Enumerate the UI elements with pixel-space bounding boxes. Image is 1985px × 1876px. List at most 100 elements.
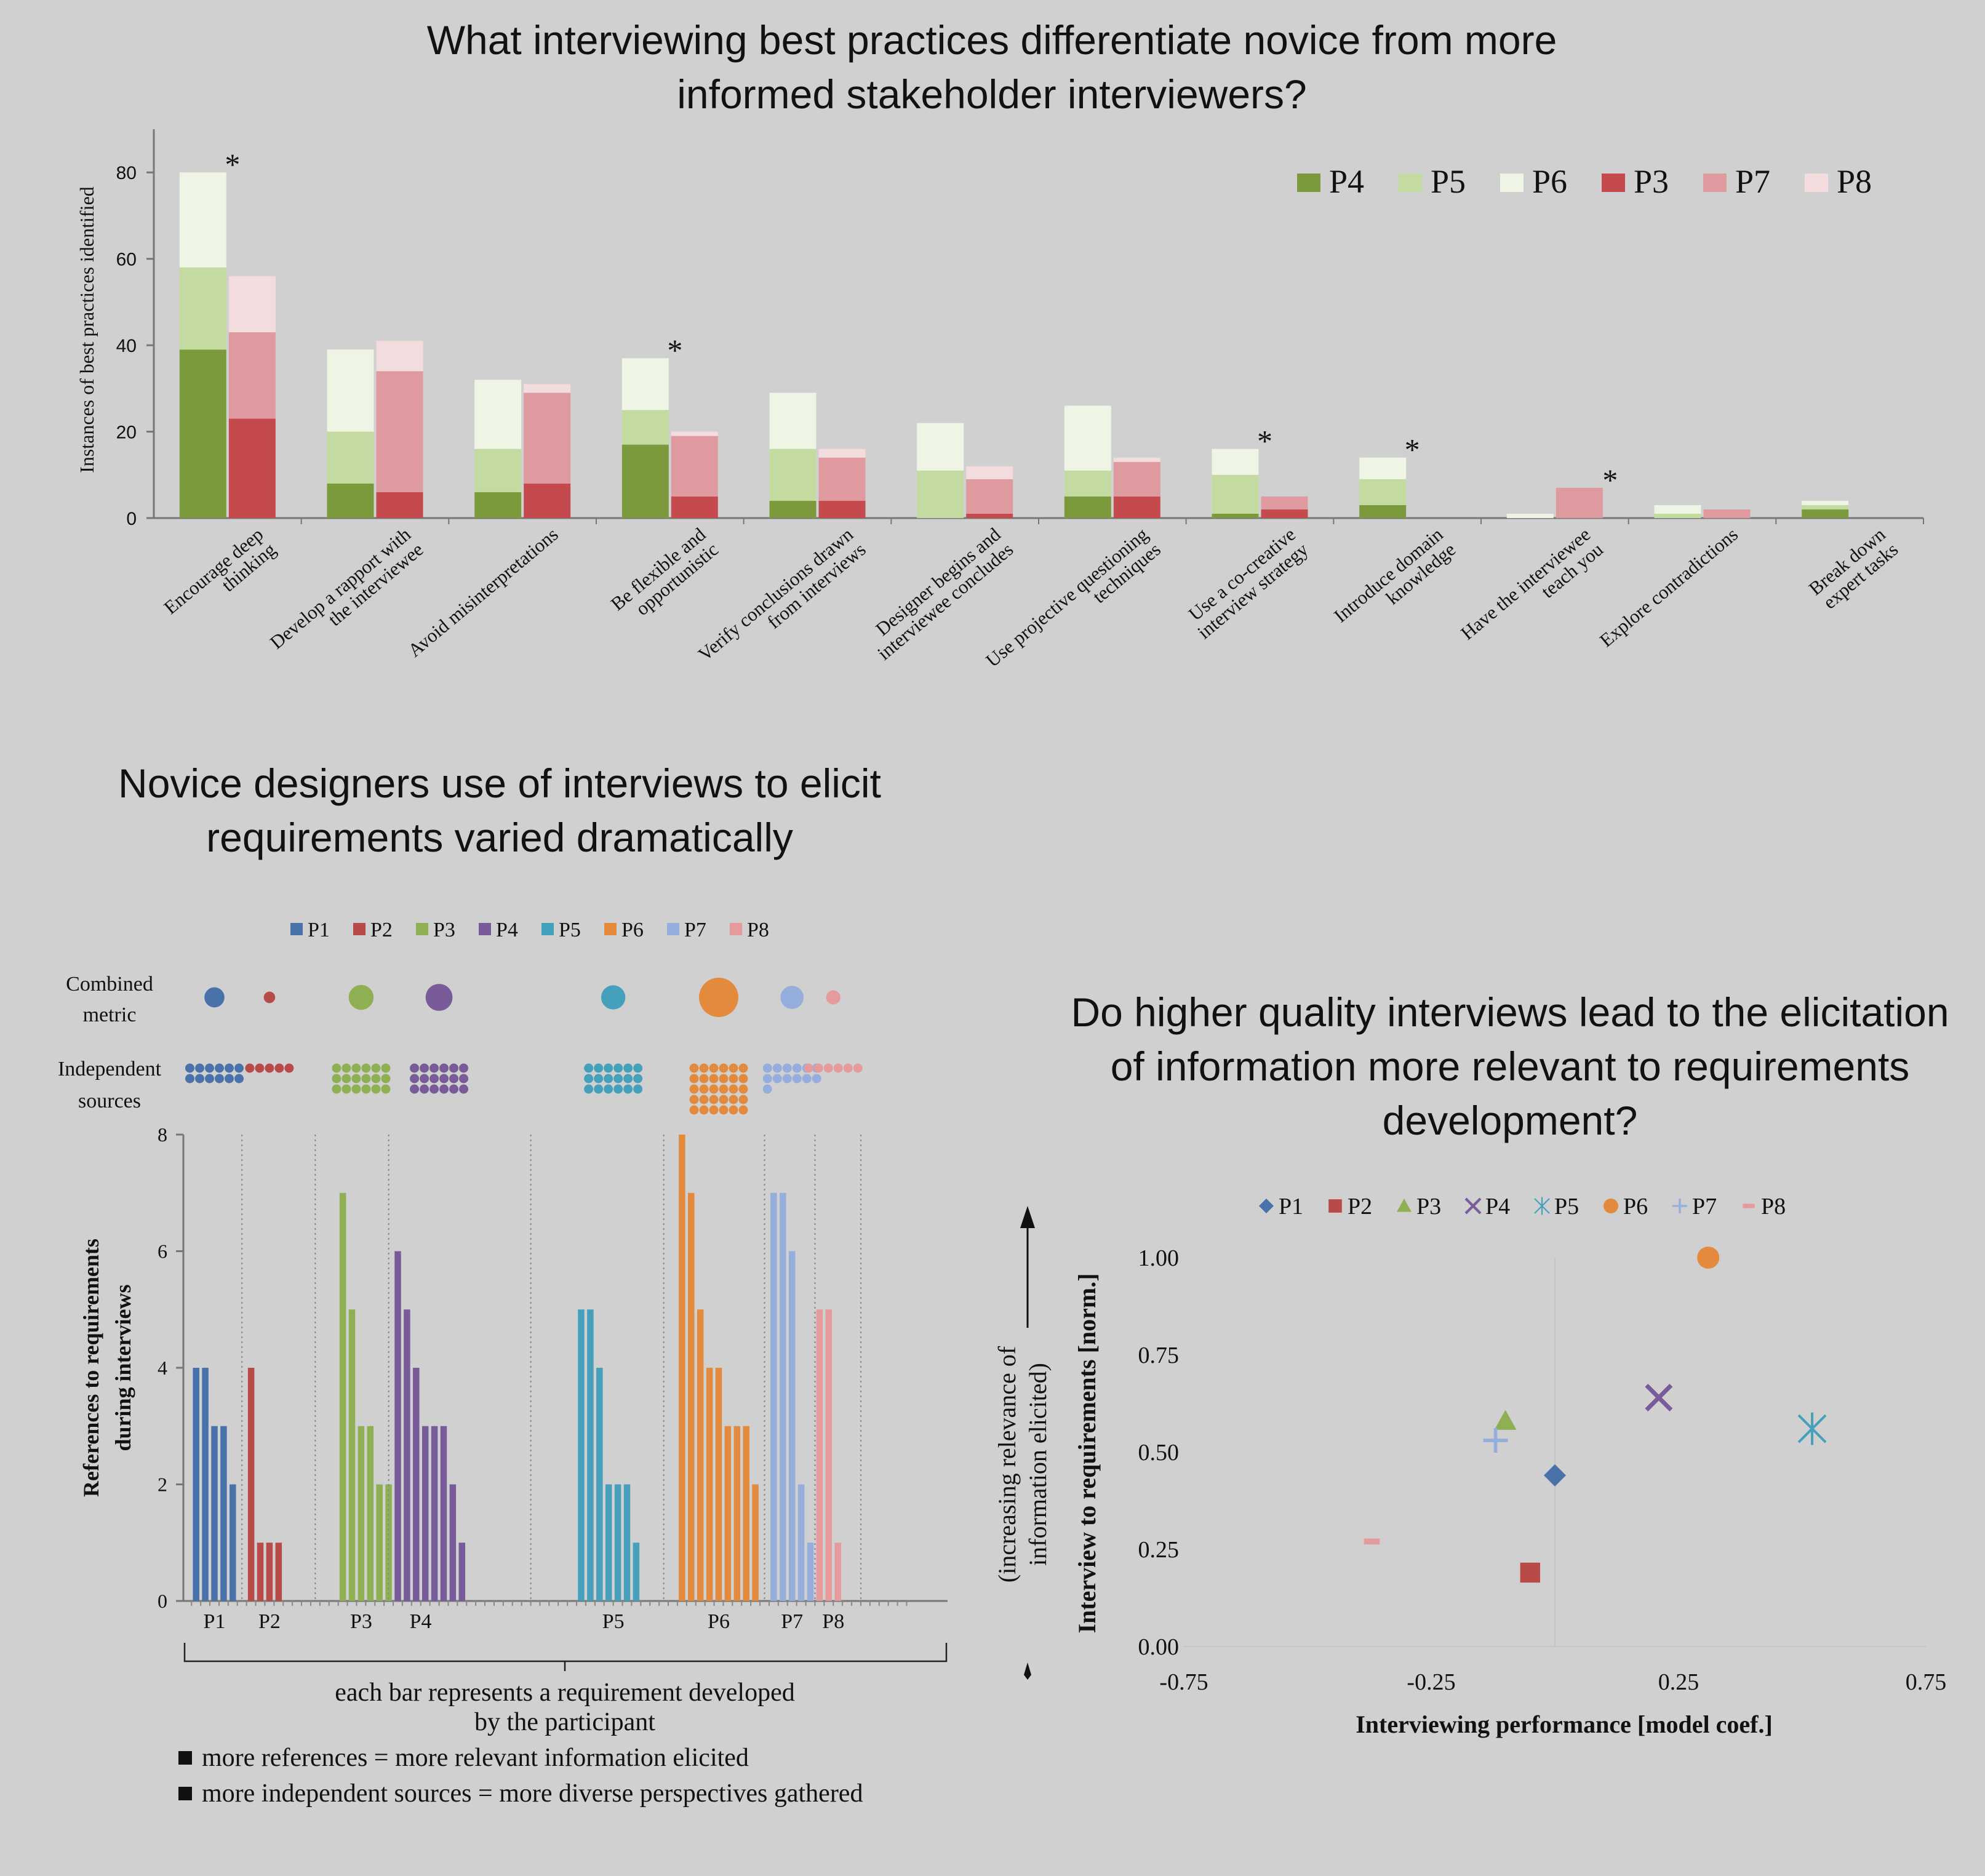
row-label-combined-1: Combined xyxy=(66,973,153,996)
bar-segment xyxy=(769,449,817,501)
legend-label: P7 xyxy=(1692,1194,1717,1219)
independent-source-dot xyxy=(459,1074,469,1084)
requirement-bar xyxy=(421,1426,429,1601)
independent-source-dot xyxy=(604,1084,613,1094)
independent-source-dot xyxy=(689,1095,699,1104)
legend-label: P5 xyxy=(1554,1194,1579,1219)
legend-swatch xyxy=(353,923,365,935)
bar-segment xyxy=(966,479,1013,514)
requirement-bar xyxy=(220,1426,227,1601)
independent-source-dot xyxy=(284,1063,294,1073)
legend-label: P1 xyxy=(308,919,330,941)
independent-source-dot xyxy=(594,1074,604,1084)
legend-label: P6 xyxy=(621,919,644,941)
requirement-bar xyxy=(743,1426,749,1601)
bar-segment xyxy=(1359,505,1407,518)
independent-source-dot xyxy=(351,1074,361,1084)
x-tick-label: 0.75 xyxy=(1906,1669,1947,1695)
requirement-bar xyxy=(623,1484,631,1601)
independent-source-dot xyxy=(429,1074,439,1084)
bar-segment xyxy=(524,483,571,518)
independent-source-dot xyxy=(225,1063,234,1073)
requirement-bar xyxy=(247,1368,255,1601)
independent-source-dot xyxy=(234,1063,244,1073)
independent-source-dot xyxy=(410,1074,420,1084)
independent-source-dot xyxy=(709,1105,719,1115)
y-axis-label: References to requirements during intervi… xyxy=(79,1239,135,1497)
requirement-bar xyxy=(275,1543,282,1601)
requirement-bar xyxy=(679,1135,685,1601)
bar-segment xyxy=(621,410,669,445)
legend-swatch xyxy=(541,923,554,935)
independent-source-dot xyxy=(699,1074,709,1084)
independent-source-dot xyxy=(594,1084,604,1094)
y-axis-note: (increasing relevance of information elic… xyxy=(993,1346,1052,1583)
requirement-bar xyxy=(834,1543,841,1601)
significance-marker: * xyxy=(1602,463,1618,497)
row-label-combined-2: metric xyxy=(83,1004,137,1026)
bar-segment xyxy=(1703,509,1751,518)
data-point-P1 xyxy=(1544,1464,1566,1487)
legend-label: P1 xyxy=(1279,1194,1303,1219)
requirement-bar xyxy=(780,1192,786,1601)
independent-source-dot xyxy=(738,1074,748,1084)
note-text: more references = more relevant informat… xyxy=(202,1744,749,1772)
data-point-P3 xyxy=(1494,1410,1517,1430)
legend-label: P6 xyxy=(1532,163,1567,200)
data-point-P2 xyxy=(1520,1562,1540,1583)
bar-segment xyxy=(818,457,866,501)
legend-label: P4 xyxy=(496,919,518,941)
bar-segment xyxy=(327,349,374,432)
requirement-bar xyxy=(202,1368,209,1601)
independent-source-dot xyxy=(689,1084,699,1094)
bar-segment xyxy=(1802,505,1849,509)
y-axis-label-line: during interviews xyxy=(111,1284,135,1451)
independent-source-dot xyxy=(245,1063,255,1073)
bracket-text-line1: each bar represents a requirement develo… xyxy=(335,1678,794,1707)
legend-label: P7 xyxy=(1735,163,1770,200)
chart-title-line2: of information more relevant to requirem… xyxy=(1111,1044,1910,1089)
independent-source-dot xyxy=(699,1084,709,1094)
legend-marker xyxy=(1743,1203,1755,1208)
independent-source-dot xyxy=(274,1063,284,1073)
independent-source-dot xyxy=(449,1084,459,1094)
requirement-bar xyxy=(578,1309,585,1601)
bar-segment xyxy=(1212,474,1259,514)
requirement-bar xyxy=(367,1426,374,1601)
category-label: Be flexible andopportunistic xyxy=(607,523,723,629)
y-tick-label: 0.25 xyxy=(1138,1537,1180,1563)
bar-segment xyxy=(671,436,718,497)
legend-label: P8 xyxy=(747,919,769,941)
requirement-bar xyxy=(807,1543,814,1601)
independent-source-dot xyxy=(792,1074,802,1084)
independent-source-dot xyxy=(699,1063,709,1073)
participant-label: P6 xyxy=(708,1610,730,1633)
participant-label: P1 xyxy=(204,1610,226,1633)
independent-source-dot xyxy=(215,1074,224,1084)
participant-label: P5 xyxy=(602,1610,625,1633)
category-label: Use a co-creativeinterview strategy xyxy=(1181,523,1312,643)
independent-source-dot xyxy=(449,1074,459,1084)
legend-swatch xyxy=(730,923,742,935)
bar-segment xyxy=(524,393,571,484)
combined-metric-bubble xyxy=(348,984,374,1010)
requirement-bar xyxy=(706,1368,713,1601)
bar-segment xyxy=(621,358,669,410)
arrow-tail xyxy=(1024,1662,1031,1680)
row-label-independent-2: sources xyxy=(78,1090,141,1112)
legend-label: P5 xyxy=(1431,163,1466,200)
independent-source-dot xyxy=(332,1063,341,1073)
independent-source-dot xyxy=(689,1105,699,1115)
data-point-P4 xyxy=(1645,1384,1673,1411)
independent-source-dot xyxy=(719,1095,729,1104)
requirement-bar xyxy=(257,1543,264,1601)
independent-source-dot xyxy=(439,1074,449,1084)
independent-source-dot xyxy=(255,1063,265,1073)
independent-source-dot xyxy=(594,1063,604,1073)
requirement-bar xyxy=(733,1426,741,1601)
bar-segment xyxy=(376,492,423,518)
independent-source-dot xyxy=(623,1063,633,1073)
bar-segment xyxy=(1654,513,1701,518)
bar-segment xyxy=(228,276,276,333)
independent-source-dot xyxy=(185,1074,194,1084)
